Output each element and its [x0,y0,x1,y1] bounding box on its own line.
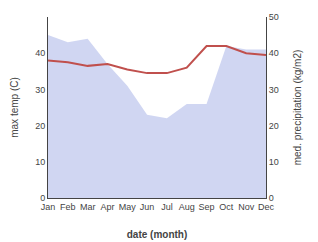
svg-text:0: 0 [269,193,274,203]
svg-text:Oct: Oct [219,202,234,212]
svg-text:20: 20 [35,121,45,131]
svg-text:40: 40 [35,48,45,58]
svg-text:Jun: Jun [140,202,155,212]
svg-text:May: May [119,202,137,212]
svg-text:0: 0 [40,193,45,203]
svg-text:10: 10 [35,157,45,167]
svg-text:Nov: Nov [238,202,255,212]
svg-text:30: 30 [269,85,279,95]
svg-text:max temp (C): max temp (C) [9,77,20,138]
svg-text:Sep: Sep [199,202,215,212]
svg-text:Dec: Dec [258,202,275,212]
svg-text:Jul: Jul [161,202,173,212]
svg-text:10: 10 [269,157,279,167]
svg-text:Feb: Feb [60,202,76,212]
svg-text:date (month): date (month) [127,229,188,240]
svg-text:Apr: Apr [100,202,114,212]
svg-text:40: 40 [269,48,279,58]
svg-text:20: 20 [269,121,279,131]
svg-text:50: 50 [269,12,279,22]
svg-text:Jan: Jan [41,202,56,212]
svg-text:Mar: Mar [80,202,96,212]
svg-text:30: 30 [35,85,45,95]
svg-text:Aug: Aug [179,202,195,212]
svg-text:med. precipitation (kg/m2): med. precipitation (kg/m2) [292,50,303,166]
